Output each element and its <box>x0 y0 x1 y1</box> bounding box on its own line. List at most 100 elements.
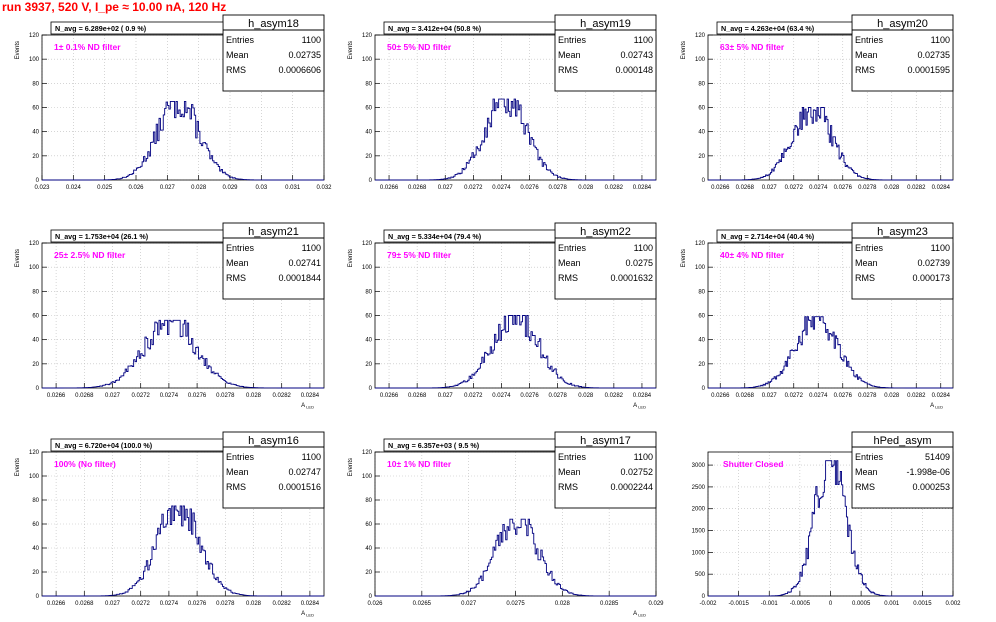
navg-text: N_avg = 4.263e+04 (63.4 %) <box>721 24 815 33</box>
x-tick-label: 0.028 <box>884 185 900 191</box>
x-tick-label: 0.0276 <box>520 393 539 399</box>
navg-text: N_avg = 6.357e+03 ( 9.5 %) <box>388 441 480 450</box>
x-tick-label: 0.023 <box>34 185 50 191</box>
x-tick-label: 0.027 <box>438 185 454 191</box>
x-tick-label: 0.0268 <box>736 185 755 191</box>
navg-box <box>383 21 556 35</box>
x-axis-title: A LED <box>301 403 314 410</box>
histogram-name: h_asym16 <box>248 435 299 447</box>
stats-label: RMS <box>855 65 875 75</box>
y-tick-label: 40 <box>698 130 705 136</box>
stats-value: 0.000253 <box>912 482 950 492</box>
stats-label: Entries <box>558 35 587 45</box>
y-tick-label: 40 <box>698 338 705 344</box>
y-tick-label: 40 <box>365 546 372 552</box>
histogram-line <box>42 505 324 597</box>
stats-value: 0.000173 <box>912 273 950 283</box>
x-tick-label: 0.0278 <box>858 393 877 399</box>
x-tick-label: 0.002 <box>945 601 961 607</box>
stats-label: Entries <box>855 35 884 45</box>
x-tick-label: 0.027 <box>762 185 778 191</box>
y-tick-label: 40 <box>32 546 39 552</box>
filter-annotation: 63± 5% ND filter <box>720 42 785 52</box>
x-tick-label: 0.026 <box>367 601 383 607</box>
x-axis-title: A LED <box>930 403 943 410</box>
x-tick-label: 0.0274 <box>809 185 828 191</box>
y-axis-title: Events <box>348 249 354 267</box>
stats-value: 0.02735 <box>288 50 321 60</box>
x-tick-label: 0.0276 <box>188 393 207 399</box>
x-tick-label: 0.0278 <box>216 601 235 607</box>
x-tick-label: 0.0274 <box>160 393 179 399</box>
y-tick-label: 100 <box>362 265 373 271</box>
navg-text: N_avg = 5.334e+04 (79.4 %) <box>388 232 482 241</box>
y-tick-label: 80 <box>365 498 372 504</box>
x-tick-label: 0.0266 <box>711 185 730 191</box>
y-tick-label: 3000 <box>692 463 706 469</box>
stats-label: Mean <box>855 467 878 477</box>
y-tick-label: 80 <box>32 289 39 295</box>
histogram-name: h_asym21 <box>248 226 299 238</box>
x-tick-label: 0.0268 <box>75 601 94 607</box>
stats-value: 0.02752 <box>620 467 653 477</box>
stats-label: RMS <box>558 273 578 283</box>
x-tick-label: 0 <box>829 601 833 607</box>
y-tick-label: 100 <box>695 57 706 63</box>
x-tick-label: 0.03 <box>255 185 267 191</box>
stats-box <box>222 431 325 509</box>
y-tick-label: 60 <box>32 314 39 320</box>
x-tick-label: 0.027 <box>105 601 121 607</box>
navg-box <box>383 229 556 243</box>
y-tick-label: 120 <box>362 241 373 247</box>
stats-label: RMS <box>226 65 246 75</box>
x-tick-label: 0.025 <box>97 185 113 191</box>
stats-box <box>554 14 657 92</box>
histogram-name: h_asym23 <box>877 226 928 238</box>
y-tick-label: 80 <box>32 498 39 504</box>
y-axis-title: Events <box>15 41 21 59</box>
x-tick-label: 0.028 <box>578 185 594 191</box>
plot-frame <box>41 242 325 389</box>
stats-value: 1100 <box>302 452 321 462</box>
navg-box <box>716 229 853 243</box>
x-tick-label: 0.0266 <box>711 393 730 399</box>
x-tick-label: 0.0266 <box>47 393 66 399</box>
x-tick-label: 0.027 <box>105 393 121 399</box>
stats-value: 0.02741 <box>288 258 321 268</box>
x-tick-label: 0.026 <box>128 185 144 191</box>
x-tick-label: 0.0284 <box>301 601 320 607</box>
y-tick-label: 80 <box>698 81 705 87</box>
histogram-panel-h_asym22: 0.0266 0.0268 0.027 0.0272 0.0274 0.0276 0.027… <box>348 222 657 410</box>
stats-label: Mean <box>226 50 249 60</box>
stats-value: 51409 <box>925 452 950 462</box>
stats-label: Mean <box>226 467 249 477</box>
stats-value: 1100 <box>634 35 653 45</box>
x-tick-label: 0.0284 <box>633 393 652 399</box>
y-tick-label: 0 <box>702 386 706 392</box>
navg-box <box>716 21 853 35</box>
histogram-panel-hPed_asym: -0.002 -0.0015 -0.001 -0.0005 0 0.0005 0.001 0.… <box>692 431 961 607</box>
y-tick-label: 120 <box>362 33 373 39</box>
x-tick-label: 0.028 <box>246 601 262 607</box>
filter-annotation: 1± 0.1% ND filter <box>54 42 121 52</box>
y-tick-label: 120 <box>695 241 706 247</box>
x-tick-label: 0.0268 <box>408 185 427 191</box>
y-tick-label: 1500 <box>692 529 706 535</box>
stats-label: Entries <box>226 35 255 45</box>
x-tick-label: 0.0282 <box>605 185 624 191</box>
y-tick-label: 0 <box>702 178 706 184</box>
x-tick-label: 0.0278 <box>858 185 877 191</box>
plot-frame <box>707 34 954 181</box>
x-tick-label: 0.0282 <box>273 601 292 607</box>
histogram-name: h_asym20 <box>877 18 928 30</box>
stats-value: 0.0001516 <box>278 482 321 492</box>
y-tick-label: 20 <box>32 362 39 368</box>
x-tick-label: -0.0015 <box>728 601 749 607</box>
y-tick-label: 0 <box>36 386 40 392</box>
histogram-name: hPed_asym <box>873 435 931 447</box>
histogram-panel-h_asym21: 0.0266 0.0268 0.027 0.0272 0.0274 0.0276 0.027… <box>15 222 325 410</box>
histogram-panel-h_asym19: 0.0266 0.0268 0.027 0.0272 0.0274 0.0276 0.027… <box>348 14 657 191</box>
stats-value: 1100 <box>302 35 321 45</box>
y-tick-label: 20 <box>32 154 39 160</box>
x-tick-label: 0.0282 <box>273 393 292 399</box>
